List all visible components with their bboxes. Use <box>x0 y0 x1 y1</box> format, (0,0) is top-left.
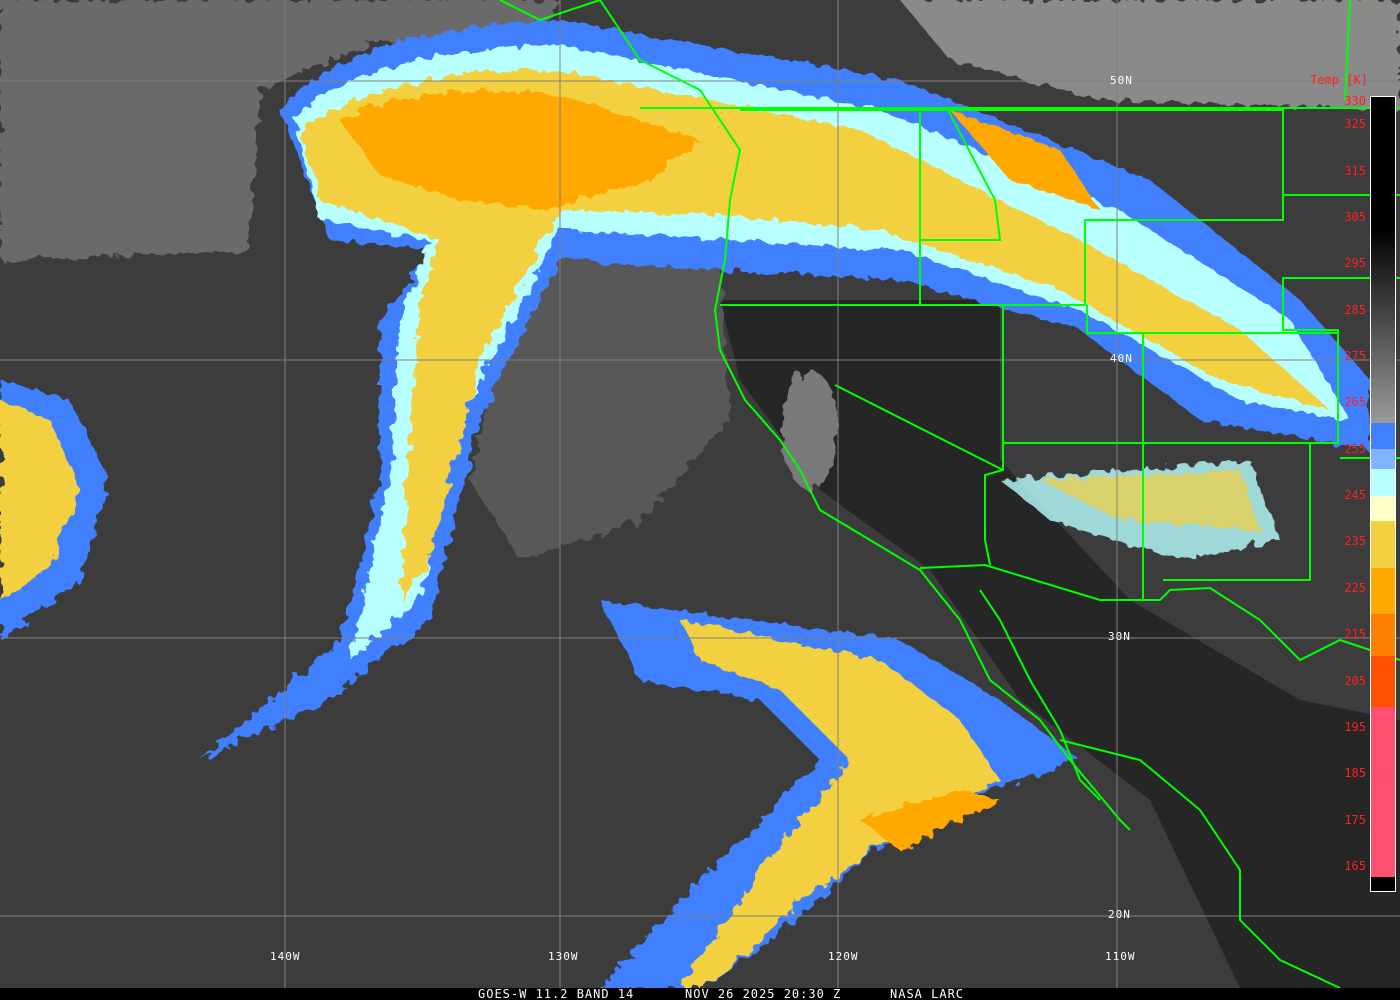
us-mexico-border <box>919 563 1400 662</box>
baja-peninsula <box>979 589 1101 801</box>
temperature-colorbar <box>1370 96 1396 892</box>
mexico-mainland-coast <box>1059 739 1341 988</box>
colorbar-tick-label: 295 <box>1344 256 1366 271</box>
colorbar-cyan-segment <box>1371 469 1395 496</box>
colorbar-gray-segment <box>1371 97 1395 423</box>
cloud-bands <box>0 20 1370 988</box>
colorbar-blue-segment <box>1371 423 1395 449</box>
low-clouds-gray <box>0 0 1400 560</box>
colorbar-tick-label: 195 <box>1344 719 1366 734</box>
canada-border <box>499 0 1400 109</box>
colorbar-darkorange-segment <box>1371 614 1395 656</box>
lat-label-20n: 20N <box>1108 908 1131 921</box>
colorbar-tick-label: 305 <box>1344 209 1366 224</box>
lat-label-50n: 50N <box>1110 74 1133 87</box>
colorbar-tick-label: 175 <box>1344 812 1366 827</box>
caption-credit: NASA LARC <box>890 987 965 1000</box>
colorbar-redorange-segment <box>1371 656 1395 707</box>
colorbar-tick-label: 225 <box>1344 580 1366 595</box>
colorbar-tick-label: 165 <box>1344 859 1366 873</box>
colorbar-tick-label: 265 <box>1344 395 1366 410</box>
caption-datetime: NOV 26 2025 20:30 Z <box>685 987 842 1000</box>
colorbar-tick-label: 255 <box>1344 441 1366 456</box>
coastline-and-borders <box>499 0 1400 988</box>
lon-label-130w: 130W <box>548 950 579 963</box>
lat-label-40n: 40N <box>1110 352 1133 365</box>
colorbar-tick-label: 185 <box>1344 766 1366 781</box>
colorbar-orange-segment <box>1371 568 1395 614</box>
colorbar-tick-label: 330 <box>1344 94 1366 108</box>
caption-bar: GOES-W 11.2 BAND 14 NOV 26 2025 20:30 Z … <box>0 988 1400 1000</box>
colorbar-tick-label: 325 <box>1344 117 1366 132</box>
colorbar-tick-label: 275 <box>1344 349 1366 363</box>
caption-satellite: GOES-W 11.2 BAND 14 <box>478 987 635 1000</box>
colorbar-tick-label: 235 <box>1344 534 1366 549</box>
colorbar-tick-label: 315 <box>1344 163 1366 178</box>
lon-label-120w: 120W <box>828 950 859 963</box>
colorbar-tick-label: 245 <box>1344 488 1366 503</box>
colorbar-tick-label: 215 <box>1344 627 1366 642</box>
state-lines <box>720 109 1400 600</box>
colorbar-tick-label: 285 <box>1344 302 1366 317</box>
lon-label-110w: 110W <box>1105 950 1136 963</box>
west-coast <box>599 0 1131 831</box>
colorbar-yellow-segment <box>1371 521 1395 568</box>
colorbar-cream-segment <box>1371 496 1395 521</box>
clear-land-dark <box>720 300 1400 988</box>
lat-label-30n: 30N <box>1108 630 1131 643</box>
lon-label-140w: 140W <box>270 950 301 963</box>
colorbar-lightblue-segment <box>1371 449 1395 469</box>
colorbar-pink-segment <box>1371 707 1395 877</box>
colorbar-title: Temp [K] <box>1310 73 1368 87</box>
colorbar-tick-label: 205 <box>1344 673 1366 688</box>
